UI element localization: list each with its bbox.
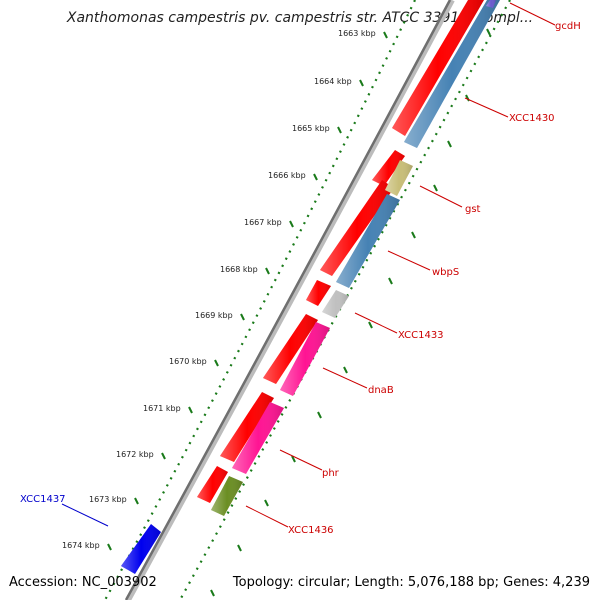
kbp-labels: 1663 kbp 1664 kbp 1665 kbp 1666 kbp 1667 kbp… xyxy=(62,29,376,550)
inner-dotted-ring xyxy=(179,0,511,600)
kbp-label: 1674 kbp xyxy=(62,541,100,550)
gene-label: XCC1437 xyxy=(20,494,66,505)
leader-line xyxy=(61,503,109,527)
gene-label: gcdH xyxy=(555,21,581,32)
kbp-label: 1673 kbp xyxy=(89,495,127,504)
map-title: Xanthomonas campestris pv. campestris st… xyxy=(66,10,534,26)
major-tick xyxy=(411,231,416,239)
cds-arrow-shade xyxy=(197,466,228,503)
major-tick xyxy=(134,497,139,505)
gene-label: wbpS xyxy=(432,267,459,278)
major-tick xyxy=(486,28,491,36)
major-tick xyxy=(210,589,215,597)
gene-label: XCC1430 xyxy=(509,113,555,124)
major-tick xyxy=(291,455,296,463)
major-tick xyxy=(313,173,318,181)
gene-labels: gcdH XCC1430 gst wbpS XCC1433 dnaB phr XCC1436 X… xyxy=(20,21,581,536)
cds-arrow-shade xyxy=(220,392,274,462)
cds-arrow-shade xyxy=(263,314,318,384)
major-tick xyxy=(214,359,219,367)
leader-line xyxy=(419,185,463,208)
major-tick xyxy=(264,499,269,507)
major-tick xyxy=(161,452,166,460)
major-tick xyxy=(433,184,438,192)
backbone xyxy=(124,0,452,600)
backbone-shadow xyxy=(125,0,455,600)
gene-arrow-shade xyxy=(385,160,413,196)
leader-line xyxy=(322,367,368,389)
major-tick xyxy=(388,277,393,285)
kbp-label: 1669 kbp xyxy=(195,311,233,320)
gene-arrow-shade xyxy=(404,0,500,148)
gene-arrow-shade xyxy=(211,476,243,516)
gene-label: XCC1433 xyxy=(398,330,444,341)
major-tick xyxy=(383,31,388,39)
leader-line xyxy=(279,449,323,471)
kbp-label: 1671 kbp xyxy=(143,404,181,413)
major-tick xyxy=(289,220,294,228)
cds-arrow-shade xyxy=(320,180,394,276)
gene-arrow-shade xyxy=(322,290,349,318)
gene-label: XCC1436 xyxy=(288,525,334,536)
outer-dotted-ring xyxy=(104,0,416,600)
major-tick xyxy=(240,313,245,321)
gene-features xyxy=(121,0,500,574)
gene-arrow-shade xyxy=(486,0,496,8)
major-tick xyxy=(343,366,348,374)
gene-arrow-shade xyxy=(232,402,284,474)
major-tick xyxy=(265,267,270,275)
gene-arrow-shade xyxy=(121,524,161,574)
major-tick xyxy=(447,140,452,148)
leader-line xyxy=(245,505,289,528)
gene-leaders xyxy=(61,2,556,528)
kbp-label: 1665 kbp xyxy=(292,124,330,133)
major-tick xyxy=(368,321,373,329)
kbp-label: 1667 kbp xyxy=(244,218,282,227)
kbp-label: 1664 kbp xyxy=(314,77,352,86)
tick-marks-inner xyxy=(210,28,491,597)
summary-label: Topology: circular; Length: 5,076,188 bp… xyxy=(232,575,590,590)
major-tick xyxy=(337,126,342,134)
major-tick xyxy=(237,544,242,552)
cds-arrow-shade xyxy=(392,0,484,136)
leader-line xyxy=(509,2,556,26)
tick-marks-outer xyxy=(107,31,388,551)
leader-line xyxy=(464,97,509,118)
kbp-label: 1670 kbp xyxy=(169,357,207,366)
leader-line xyxy=(354,312,398,334)
gene-label: gst xyxy=(465,204,481,215)
kbp-label: 1672 kbp xyxy=(116,450,154,459)
leader-line xyxy=(387,250,431,271)
kbp-label: 1668 kbp xyxy=(220,265,258,274)
major-tick xyxy=(359,79,364,87)
major-tick xyxy=(107,543,112,551)
kbp-label: 1666 kbp xyxy=(268,171,306,180)
gene-label: dnaB xyxy=(368,385,394,396)
major-tick xyxy=(188,406,193,414)
major-tick xyxy=(317,411,322,419)
gene-arrow-shade xyxy=(280,322,330,396)
gene-arrow-shade xyxy=(336,194,400,288)
kbp-label: 1663 kbp xyxy=(338,29,376,38)
accession-label: Accession: NC_003902 xyxy=(9,575,157,590)
gene-label: phr xyxy=(322,468,340,479)
cds-arrow-shade xyxy=(372,150,405,186)
cds-arrow-shade xyxy=(306,280,331,306)
